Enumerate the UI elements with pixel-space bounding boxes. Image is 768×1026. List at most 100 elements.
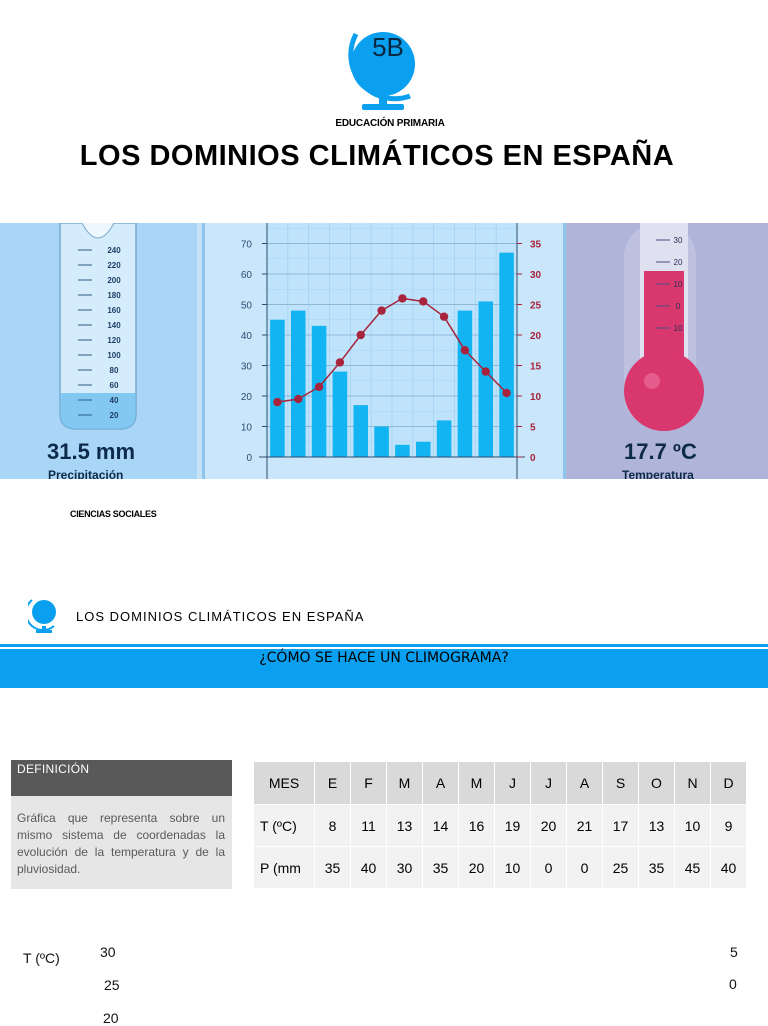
precipitation-label: Precipitación xyxy=(48,468,124,479)
table-header-cell: MES xyxy=(253,761,315,805)
temperature-point xyxy=(398,294,407,303)
table-row: P (mm 35 40 30 35 20 10 0 0 25 35 45 40 xyxy=(253,846,747,889)
temperature-point xyxy=(419,297,428,306)
precip-bar xyxy=(415,441,431,457)
temperature-point xyxy=(356,330,365,340)
month-cell: E xyxy=(314,761,351,805)
section-question: ¿CÓMO SE HACE UN CLIMOGRAMA? xyxy=(259,650,509,666)
temperature-cell: 8 xyxy=(314,804,351,847)
axis-tick-label: 5 xyxy=(730,944,738,960)
thermometer-panel: 30 20 10 0 10 17.7 ºC Temperatura xyxy=(566,223,768,479)
precipitation-cell: 0 xyxy=(566,846,603,889)
table-row: MES E F M A M J J A S O N D xyxy=(253,761,747,805)
climograph-chart: 807060504030201004035302520151050 xyxy=(241,223,542,479)
left-axis-label: 60 xyxy=(241,270,253,281)
definition-text: Gráfica que representa sobre un mismo si… xyxy=(11,796,232,889)
left-axis-label: 10 xyxy=(241,423,253,434)
right-axis-label: 0 xyxy=(530,453,536,464)
gauge-tick-label: 40 xyxy=(110,396,119,405)
month-cell: F xyxy=(350,761,387,805)
temperature-point xyxy=(314,382,324,392)
temperature-point xyxy=(377,306,386,315)
temperature-cell: 16 xyxy=(458,804,495,847)
precip-bar xyxy=(457,310,473,457)
thermo-tick-label: 20 xyxy=(674,258,683,267)
month-cell: S xyxy=(602,761,639,805)
climate-banner: 240 220 200 180 160 140 120 100 80 60 40 20 31.5 mm… xyxy=(0,223,768,479)
temperature-cell: 21 xyxy=(566,804,603,847)
climograph-panel: 807060504030201004035302520151050 xyxy=(202,223,566,479)
temperature-cell: 10 xyxy=(674,804,711,847)
precip-bar xyxy=(332,371,348,457)
precipitation-cell: 45 xyxy=(674,846,711,889)
globe-icon xyxy=(28,599,56,633)
left-axis-label: 70 xyxy=(241,240,253,251)
month-cell: A xyxy=(566,761,603,805)
temperature-cell: 11 xyxy=(350,804,387,847)
thermo-tick-label: 10 xyxy=(674,280,683,289)
month-cell: D xyxy=(710,761,747,805)
precip-bar xyxy=(478,301,494,457)
right-axis-label: 35 xyxy=(530,240,542,251)
slide-header: LOS DOMINIOS CLIMÁTICOS EN ESPAÑA xyxy=(76,609,365,624)
precipitation-cell: 40 xyxy=(710,846,747,889)
gauge-tick-label: 220 xyxy=(107,261,121,270)
temperature-cell: 13 xyxy=(638,804,675,847)
rain-gauge-icon: 240 220 200 180 160 140 120 100 80 60 40 20 xyxy=(59,223,137,430)
table-header-cell: T (ºC) xyxy=(253,804,315,847)
precipitation-cell: 25 xyxy=(602,846,639,889)
month-cell: A xyxy=(422,761,459,805)
gauge-tick-label: 60 xyxy=(110,381,119,390)
thermometer-icon: 30 20 10 0 10 xyxy=(624,223,704,431)
left-axis-label: 50 xyxy=(241,301,253,312)
left-axis-label: 0 xyxy=(246,453,252,464)
left-axis-label: 30 xyxy=(241,362,253,373)
temperature-cell: 13 xyxy=(386,804,423,847)
temperature-label: Temperatura xyxy=(622,468,694,479)
axis-title-temperature: T (ºC) xyxy=(23,950,60,966)
temperature-cell: 19 xyxy=(494,804,531,847)
right-axis-label: 5 xyxy=(530,423,536,434)
header-rule xyxy=(0,644,768,647)
precipitation-cell: 0 xyxy=(530,846,567,889)
table-row: T (ºC) 8 11 13 14 16 19 20 21 17 13 10 9 xyxy=(253,804,747,847)
table-header-cell: P (mm xyxy=(253,846,315,889)
axis-tick-label: 30 xyxy=(100,944,116,960)
right-axis-label: 20 xyxy=(530,331,542,342)
right-axis-label: 10 xyxy=(530,392,542,403)
month-cell: M xyxy=(386,761,423,805)
precip-bar xyxy=(353,405,369,457)
left-axis-label: 40 xyxy=(241,331,253,342)
gauge-tick-label: 80 xyxy=(110,366,119,375)
definition-title: DEFINICIÓN xyxy=(11,760,232,796)
axis-tick-label: 20 xyxy=(103,1010,119,1026)
precip-bar xyxy=(436,420,452,457)
month-cell: M xyxy=(458,761,495,805)
globe-logo-icon xyxy=(348,32,415,110)
precip-bar xyxy=(499,252,514,457)
temperature-point xyxy=(294,394,303,404)
precip-bar xyxy=(270,319,285,457)
month-cell: O xyxy=(638,761,675,805)
gauge-tick-label: 20 xyxy=(110,411,119,420)
precip-bar xyxy=(374,426,389,457)
thermo-tick-label: 0 xyxy=(676,302,681,311)
temperature-value: 17.7 ºC xyxy=(624,439,697,464)
gauge-tick-label: 120 xyxy=(107,336,121,345)
month-cell: N xyxy=(674,761,711,805)
precip-bar xyxy=(311,325,327,457)
axis-tick-label: 25 xyxy=(104,977,120,993)
temperature-point xyxy=(273,397,282,407)
precipitation-value: 31.5 mm xyxy=(47,439,136,464)
axis-tick-label: 0 xyxy=(729,976,737,992)
right-axis-label: 30 xyxy=(530,270,542,281)
precip-bar xyxy=(395,444,410,457)
month-cell: J xyxy=(494,761,531,805)
gauge-tick-label: 160 xyxy=(107,306,121,315)
climate-data-table: MES E F M A M J J A S O N D T (ºC) 8 11 … xyxy=(253,761,747,889)
precipitation-cell: 35 xyxy=(638,846,675,889)
temperature-point xyxy=(481,367,490,376)
gauge-tick-label: 180 xyxy=(107,291,121,300)
temperature-point xyxy=(460,346,470,355)
temperature-point xyxy=(502,388,511,398)
